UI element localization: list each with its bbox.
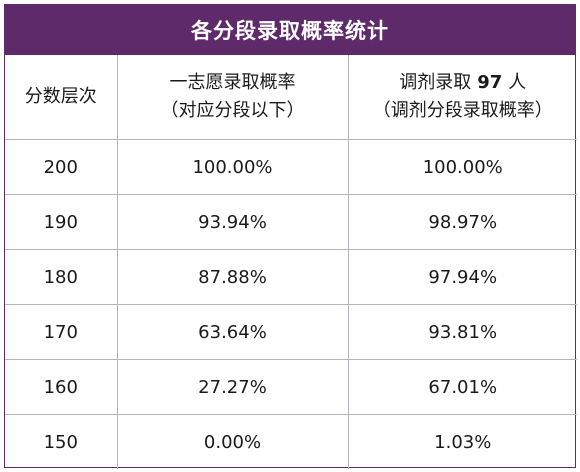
adjusted-cell: 97.94% xyxy=(347,249,577,305)
first-choice-cell: 100.00% xyxy=(116,139,349,195)
admission-probability-table: 分数层次 一志愿录取概率 （对应分段以下） 调剂录取 97 人 （调剂分段录取概率）… xyxy=(5,55,577,469)
score-cell: 150 xyxy=(5,414,118,469)
table-row: 180 87.88% 97.94% xyxy=(5,249,577,305)
header-first-choice: 一志愿录取概率 （对应分段以下） xyxy=(116,55,349,140)
score-cell: 160 xyxy=(5,359,118,415)
header-first-choice-line2: （对应分段以下） xyxy=(160,100,305,121)
adjusted-cell: 100.00% xyxy=(347,139,577,195)
header-adjusted-prefix: 调剂录取 xyxy=(399,72,472,93)
table-row: 150 0.00% 1.03% xyxy=(5,414,577,469)
table-row: 160 27.27% 67.01% xyxy=(5,359,577,415)
first-choice-cell: 63.64% xyxy=(116,304,349,360)
adjusted-cell: 98.97% xyxy=(347,194,577,250)
header-adjusted-line2: （调剂分段录取概率） xyxy=(372,100,553,121)
adjusted-cell: 1.03% xyxy=(347,414,577,469)
header-adjusted-suffix: 人 xyxy=(508,72,527,93)
table-row: 170 63.64% 93.81% xyxy=(5,304,577,360)
header-score-level: 分数层次 xyxy=(5,55,118,140)
header-first-choice-line1: 一志愿录取概率 xyxy=(169,72,296,93)
score-cell: 190 xyxy=(5,194,118,250)
admission-probability-table-card: 各分段录取概率统计 分数层次 一志愿录取概率 （对应分段以下） 调剂录取 97 人 … xyxy=(4,4,577,469)
first-choice-cell: 0.00% xyxy=(116,414,349,469)
header-adjusted: 调剂录取 97 人 （调剂分段录取概率） xyxy=(347,55,578,140)
score-cell: 200 xyxy=(5,139,118,195)
table-row: 200 100.00% 100.00% xyxy=(5,139,577,195)
header-adjusted-count: 97 xyxy=(477,72,503,93)
table-header-row: 分数层次 一志愿录取概率 （对应分段以下） 调剂录取 97 人 （调剂分段录取概率） xyxy=(5,55,577,140)
score-cell: 170 xyxy=(5,304,118,360)
score-cell: 180 xyxy=(5,249,118,305)
table-title: 各分段录取概率统计 xyxy=(5,5,575,55)
adjusted-cell: 67.01% xyxy=(347,359,577,415)
first-choice-cell: 87.88% xyxy=(116,249,349,305)
first-choice-cell: 93.94% xyxy=(116,194,349,250)
adjusted-cell: 93.81% xyxy=(347,304,577,360)
header-adjusted-line1: 调剂录取 97 人 xyxy=(349,69,578,97)
table-row: 190 93.94% 98.97% xyxy=(5,194,577,250)
first-choice-cell: 27.27% xyxy=(116,359,349,415)
